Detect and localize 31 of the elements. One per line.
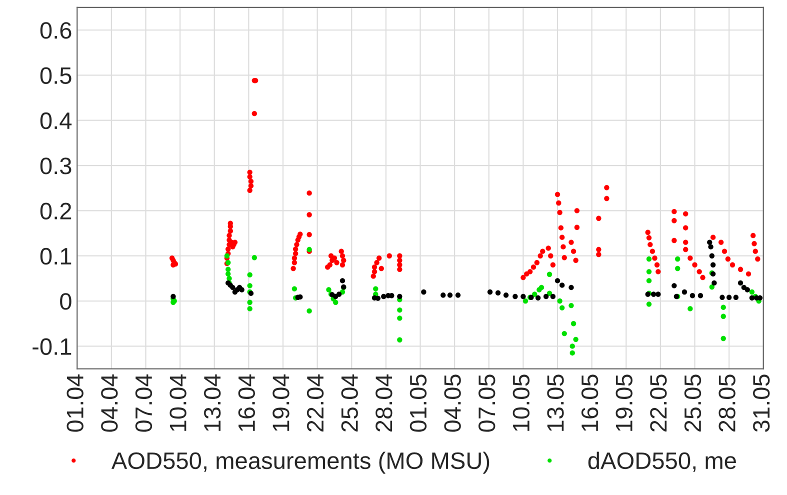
x-tick-label: 25.05 [684,374,702,432]
x-tick-label: 07.05 [478,374,496,432]
x-tick-label: 07.04 [135,374,152,432]
x-tick-label: 01.05 [410,374,427,432]
y-tick-label: 0.4 [40,112,72,130]
y-tick-label: 0 [60,293,72,310]
x-tick-label: 04.05 [444,374,461,432]
x-tick-label: 13.05 [547,374,564,431]
x-tick-label: 04.04 [101,374,118,432]
x-tick-label: 22.04 [306,374,324,432]
legend-label: AOD550, measurements (MO MSU) [111,452,490,474]
x-tick-label: 28.04 [376,374,392,432]
x-tick-label: 10.04 [170,374,186,431]
y-tick-label: 0.5 [40,67,72,84]
x-tick-label: 19.05 [616,374,632,431]
x-tick-label: 13.04 [204,374,221,431]
y-tick-label: 0.6 [40,22,72,39]
x-tick-label: 10.05 [512,374,530,431]
x-tick-label: 16.04 [238,374,256,431]
x-tick-label: 31.05 [753,374,770,432]
y-tick-label: 0.3 [40,158,72,174]
x-tick-label: 22.05 [650,374,667,432]
y-tick-label: 0.2 [40,202,72,220]
x-tick-label: 28.05 [718,374,736,432]
x-tick-label: 19.04 [272,374,290,431]
x-tick-label: 25.04 [341,374,358,432]
x-tick-label: 01.04 [66,374,84,432]
x-tick-label: 16.05 [581,374,598,431]
y-tick-label: 0.1 [40,248,72,265]
y-tick-label: -0.1 [32,338,72,355]
legend-label: dAOD550, me [588,452,736,472]
